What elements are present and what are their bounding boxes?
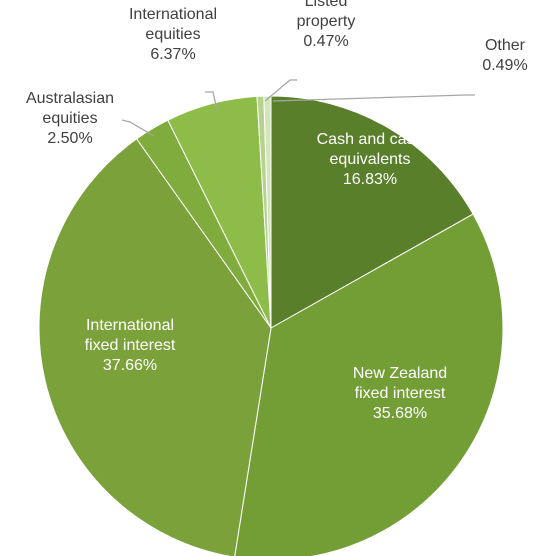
data-label-international-equities: International equities 6.37% [129, 6, 217, 63]
data-label-value: 35.68% [373, 405, 427, 422]
data-label-name-line: equivalents [330, 151, 411, 168]
data-label-name-line: Other [485, 37, 526, 54]
data-label-name-line: equities [145, 26, 200, 43]
data-label-name-line: equities [42, 110, 97, 127]
data-label-value: 0.49% [482, 57, 527, 74]
data-label-name-line: International [129, 6, 217, 23]
data-label-listed-property: Listed property 0.47% [297, 0, 356, 50]
data-label-name-line: property [297, 13, 356, 30]
data-label-value: 16.83% [343, 171, 397, 188]
data-label-name-line: International [86, 317, 174, 334]
data-label-value: 0.47% [303, 33, 348, 50]
leader-line-australasian-equities [122, 120, 154, 136]
data-label-other: Other 0.49% [482, 37, 527, 74]
data-label-name-line: Australasian [26, 90, 114, 107]
data-label-name-line: Cash and cash [317, 131, 424, 148]
data-label-name-line: Listed [305, 0, 348, 10]
data-label-name-line: fixed interest [85, 337, 176, 354]
data-label-value: 6.37% [150, 46, 195, 63]
data-label-name-line: New Zealand [353, 365, 447, 382]
data-label-value: 2.50% [47, 130, 92, 147]
data-label-name-line: fixed interest [355, 385, 446, 402]
data-label-value: 37.66% [103, 357, 157, 374]
data-label-australasian-equities: Australasian equities 2.50% [26, 90, 114, 147]
